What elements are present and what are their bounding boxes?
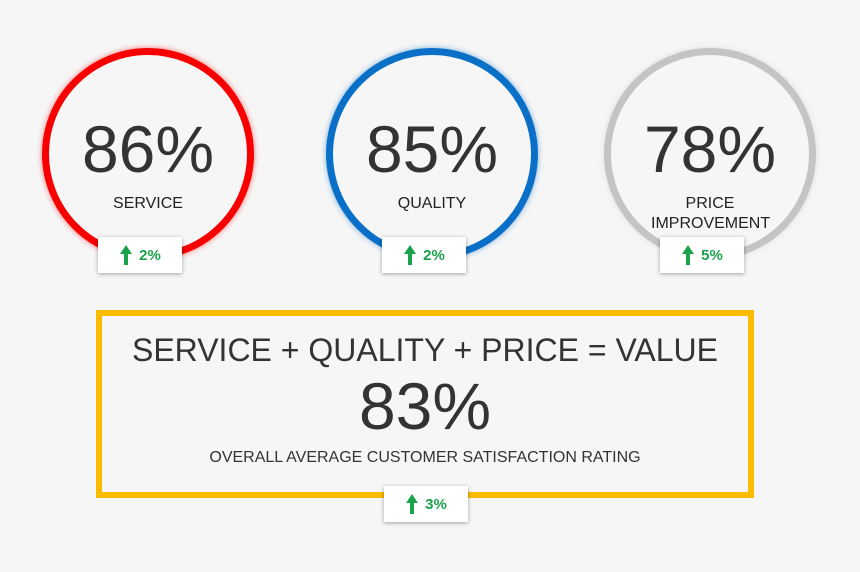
equation: SERVICE + QUALITY + PRICE = VALUE — [131, 332, 718, 368]
summary-box: SERVICE + QUALITY + PRICE = VALUE 83% OV… — [96, 310, 754, 498]
metric-change: 5% — [701, 246, 723, 264]
arrow-up — [406, 494, 419, 514]
summary-value: 83% — [358, 369, 492, 443]
summary-change: 3% — [425, 495, 447, 513]
metric-label: PRICE IMPROVEMENT — [651, 195, 771, 232]
metric-ring: 85% QUALITY — [326, 48, 538, 260]
arrow-up — [120, 245, 133, 265]
metric-ring: 78% PRICE IMPROVEMENT — [604, 48, 816, 260]
metric-ring: 86% SERVICE — [42, 48, 254, 260]
summary-caption: OVERALL AVERAGE CUSTOMER SATISFACTION RA… — [209, 449, 641, 466]
metric-label: QUALITY — [397, 195, 467, 212]
metric-value: 78% — [643, 112, 777, 186]
metric-value: 85% — [365, 112, 499, 186]
metric-badge: 5% — [660, 237, 744, 273]
metric-value: 86% — [81, 112, 215, 186]
metric-badge: 2% — [98, 237, 182, 273]
arrow-up — [682, 245, 695, 265]
metric-change: 2% — [139, 246, 161, 264]
metric-badge: 2% — [382, 237, 466, 273]
metric-change: 2% — [423, 246, 445, 264]
summary-badge: 3% — [384, 486, 468, 522]
metric-label: SERVICE — [113, 195, 183, 212]
arrow-up — [404, 245, 417, 265]
